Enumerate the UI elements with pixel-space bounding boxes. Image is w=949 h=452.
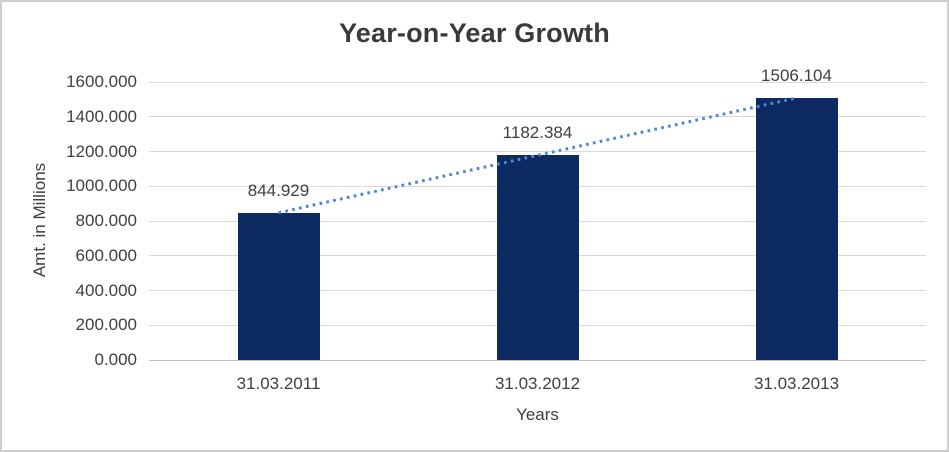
- y-tick-label: 600.000: [75, 245, 137, 265]
- x-axis-title: Years: [516, 405, 559, 424]
- x-axis-line: [149, 360, 926, 361]
- bar: [755, 98, 838, 360]
- y-tick-label: 1000.000: [66, 176, 137, 196]
- y-tick-label: 200.000: [75, 315, 137, 335]
- x-tick-label: 31.03.2013: [753, 374, 840, 393]
- x-tick-label: 31.03.2011: [236, 374, 321, 393]
- y-tick-label: 800.000: [75, 211, 137, 230]
- bar-data-label: 844.929: [247, 181, 310, 201]
- x-tick-label: 31.03.2012: [494, 374, 581, 393]
- bar-data-label: 1182.384: [502, 122, 573, 142]
- gridline: [149, 81, 926, 83]
- y-tick-label: 400.000: [75, 280, 137, 300]
- bar: [496, 154, 579, 360]
- bar-data-label: 1506.104: [761, 66, 832, 86]
- plot-area: 844.929 1182.384 1506.104: [149, 66, 926, 361]
- y-tick-label: 0.000: [94, 350, 137, 369]
- bar: [237, 213, 320, 360]
- y-tick-label: 1600.000: [66, 72, 137, 91]
- y-tick-label: 1400.000: [66, 106, 137, 126]
- y-tick-label: 1200.000: [66, 141, 137, 161]
- chart-title: Year-on-Year Growth: [339, 18, 610, 48]
